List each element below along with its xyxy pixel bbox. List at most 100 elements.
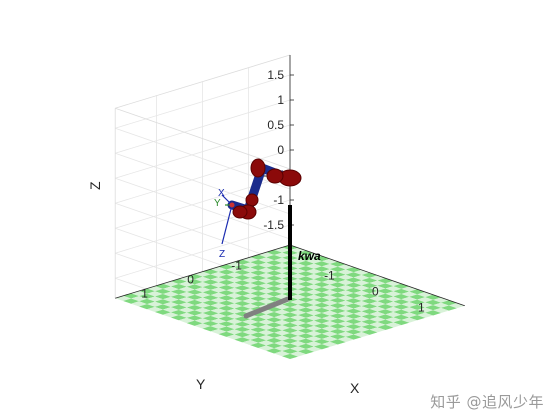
floor-tile: [353, 316, 370, 322]
floor-tile: [242, 329, 259, 335]
floor-tile: [170, 284, 187, 290]
robot-joint: [250, 158, 266, 178]
floor-tile: [139, 298, 155, 305]
floor-tile: [218, 300, 235, 306]
ee-x-label: X: [218, 188, 225, 199]
floor-tile: [226, 329, 243, 335]
floor-tile: [297, 260, 314, 267]
z-axis-label: Z: [87, 181, 103, 190]
floor-tile: [218, 279, 235, 286]
floor-tile: [186, 315, 203, 321]
floor-tile: [210, 297, 227, 304]
floor-tile: [250, 280, 267, 286]
floor-tile: [242, 324, 259, 330]
floor-tile: [146, 296, 163, 302]
floor-tile: [337, 331, 354, 337]
floor-tile: [305, 274, 322, 280]
floor-tile: [345, 308, 362, 314]
floor-tile: [290, 289, 306, 295]
floor-tile: [234, 337, 251, 343]
floor-tile: [250, 275, 267, 281]
floor-tile: [385, 312, 402, 318]
floor-tile: [329, 313, 346, 319]
floor-tile: [305, 289, 322, 295]
floor-tile: [393, 288, 410, 295]
floor-tile: [385, 296, 402, 302]
floor-tile: [433, 297, 449, 303]
floor-tile: [313, 344, 330, 350]
floor-tile: [258, 298, 275, 305]
floor-tile: [305, 315, 322, 321]
floor-tile: [417, 297, 434, 303]
floor-tile: [353, 290, 370, 296]
floor-tile: [321, 258, 338, 264]
floor-tile: [202, 274, 219, 280]
floor-tile: [274, 262, 290, 269]
floor-tile: [345, 267, 362, 273]
floor-tile: [218, 321, 235, 327]
floor-tile: [290, 351, 306, 357]
floor-tile: [282, 348, 298, 354]
x-tick-label: 1: [418, 300, 425, 314]
robot: Z XY: [214, 158, 302, 319]
floor-tile: [305, 320, 322, 326]
floor-tile: [401, 307, 418, 313]
floor-tile: [337, 285, 354, 291]
floor-tile: [234, 321, 251, 327]
floor-tile: [274, 252, 290, 258]
floor-tile: [313, 313, 330, 319]
floor-tile: [337, 310, 354, 317]
floor-tile: [218, 331, 235, 337]
floor-tile: [385, 306, 402, 313]
floor-tile: [337, 336, 354, 343]
floor-tile: [226, 293, 243, 299]
floor-tile: [417, 312, 434, 318]
robot-joint: [245, 193, 259, 207]
floor-tile: [393, 294, 410, 300]
floor-tile: [266, 322, 283, 328]
floor-tile: [313, 307, 330, 314]
floor-tile: [377, 314, 394, 320]
floor-tile: [146, 301, 163, 307]
floor-tile: [274, 345, 290, 352]
floor-tile: [194, 276, 211, 282]
floor-tile: [266, 260, 283, 266]
z-tick-label: -1.5: [263, 218, 284, 232]
floor-tile: [186, 320, 203, 326]
floor-tile: [123, 298, 140, 304]
floor-tile: [313, 338, 330, 345]
floor-tile: [266, 317, 283, 323]
floor-tile: [258, 329, 275, 336]
floor-tile: [290, 304, 306, 310]
floor-tile: [250, 327, 267, 333]
floor-tile: [337, 269, 354, 275]
floor-tile: [162, 302, 179, 308]
floor-tile: [321, 274, 338, 280]
floor-tile: [345, 282, 362, 288]
floor-tile: [186, 305, 203, 311]
floor-tile: [194, 318, 211, 324]
floor-tile: [218, 295, 235, 301]
floor-tile: [258, 288, 275, 294]
floor-tile: [282, 302, 298, 308]
floor-tile: [178, 291, 195, 298]
floor-tile: [194, 313, 211, 319]
floor-tile: [321, 269, 338, 275]
floor-tile: [226, 272, 243, 278]
floor-tile: [305, 294, 322, 300]
floor-tile: [345, 287, 362, 294]
floor-tile: [290, 309, 306, 316]
floor-tile: [329, 328, 346, 335]
floor-tile: [210, 271, 227, 278]
floor-tile: [274, 273, 290, 279]
floor-tile: [297, 250, 314, 256]
floor-tile: [369, 327, 386, 333]
floor-tile: [274, 340, 290, 346]
floor-tile: [401, 312, 418, 318]
floor-tile: [321, 284, 338, 290]
floor-tile: [290, 341, 306, 347]
floor-tile: [313, 323, 330, 329]
floor-tile: [385, 301, 402, 307]
floor-tile: [282, 307, 298, 313]
